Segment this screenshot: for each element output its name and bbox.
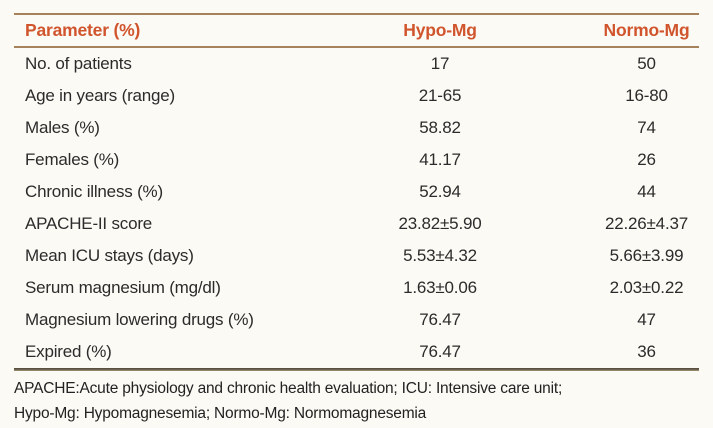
header-row: Parameter (%) Hypo-Mg Normo-Mg [14,14,699,48]
cell-parameter: Males (%) [25,118,100,137]
cell-normo-mg: 22.26±4.37 [605,214,688,233]
column-header-hypo-mg: Hypo-Mg [286,14,594,48]
cell-normo-mg: 47 [637,310,656,329]
table-row: Females (%) 41.17 26 [14,144,699,176]
column-header-parameter: Parameter (%) [14,14,286,48]
cell-normo-mg: 2.03±0.22 [609,278,684,297]
table-row: Mean ICU stays (days) 5.53±4.32 5.66±3.9… [14,240,699,272]
cell-hypo-mg: 76.47 [419,310,461,329]
data-table: Parameter (%) Hypo-Mg Normo-Mg No. of pa… [14,13,699,368]
footnote: APACHE:Acute physiology and chronic heal… [14,371,699,426]
cell-parameter: Age in years (range) [25,86,176,105]
cell-hypo-mg: 58.82 [419,118,461,137]
cell-normo-mg: 74 [637,118,656,137]
cell-parameter: Serum magnesium (mg/dl) [25,278,221,297]
cell-parameter: Magnesium lowering drugs (%) [25,310,254,329]
table-row: Magnesium lowering drugs (%) 76.47 47 [14,304,699,336]
cell-hypo-mg: 23.82±5.90 [398,214,482,233]
cell-hypo-mg: 76.47 [419,342,461,361]
table-row: Males (%) 58.82 74 [14,112,699,144]
cell-normo-mg: 50 [637,54,656,73]
cell-normo-mg: 5.66±3.99 [609,246,684,265]
cell-parameter: Expired (%) [25,342,112,361]
cell-parameter: Females (%) [25,150,120,169]
table-header: Parameter (%) Hypo-Mg Normo-Mg [14,14,699,48]
cell-hypo-mg: 17 [430,54,450,73]
cell-parameter: APACHE-II score [25,214,153,233]
cell-hypo-mg: 21-65 [418,86,462,105]
table-row: APACHE-II score 23.82±5.90 22.26±4.37 [14,208,699,240]
table-row: Age in years (range) 21-65 16-80 [14,80,699,112]
cell-hypo-mg: 5.53±4.32 [403,246,477,265]
cell-normo-mg: 36 [637,342,656,361]
footnote-divider [14,368,699,371]
cell-hypo-mg: 52.94 [419,182,461,201]
column-header-normo-mg: Normo-Mg [594,14,699,48]
cell-parameter: Chronic illness (%) [25,182,163,201]
footnote-line-2: Hypo-Mg: Hypomagnesemia; Normo-Mg: Normo… [14,405,427,422]
cell-normo-mg: 44 [637,182,656,201]
table-row: Serum magnesium (mg/dl) 1.63±0.06 2.03±0… [14,272,699,304]
cell-hypo-mg: 41.17 [419,150,461,169]
cell-hypo-mg: 1.63±0.06 [403,278,477,297]
cell-parameter: No. of patients [25,54,132,73]
table-body: No. of patients 17 50 Age in years (rang… [14,47,699,368]
cell-normo-mg: 16-80 [625,86,668,105]
footnote-line-1: APACHE:Acute physiology and chronic heal… [14,380,563,397]
table-row: No. of patients 17 50 [14,47,699,80]
cell-parameter: Mean ICU stays (days) [25,246,194,265]
table-row: Expired (%) 76.47 36 [14,336,699,368]
table-row: Chronic illness (%) 52.94 44 [14,176,699,208]
cell-normo-mg: 26 [637,150,656,169]
